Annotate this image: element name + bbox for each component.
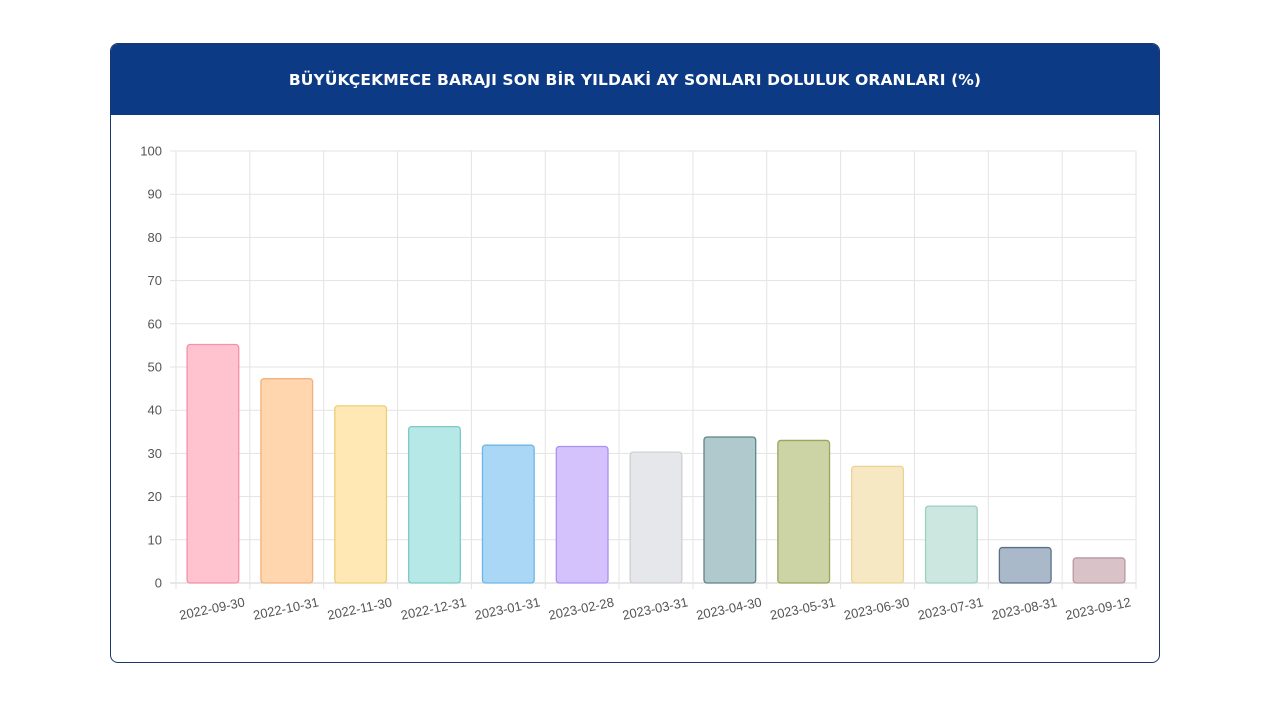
x-axis: 2022-09-30 2022-10-31 2022-11-30 2022-12-31… — [178, 594, 1132, 622]
bar-2022-12-31[interactable] — [407, 425, 461, 584]
bar-2023-01-31[interactable] — [481, 444, 535, 584]
y-tick-label: 80 — [148, 230, 162, 245]
bar-2023-08-31[interactable] — [998, 546, 1052, 584]
x-tick-label: 2022-11-30 — [326, 594, 393, 622]
x-tick-label: 2023-04-30 — [695, 594, 763, 622]
y-tick-label: 10 — [148, 532, 162, 547]
x-tick-label: 2023-07-31 — [916, 594, 984, 622]
bar-2023-03-31[interactable] — [629, 451, 683, 584]
y-tick-label: 100 — [140, 144, 162, 159]
x-tick-label: 2022-12-31 — [399, 594, 467, 622]
y-tick-label: 0 — [155, 576, 162, 591]
y-tick-label: 90 — [148, 187, 162, 202]
x-tick-label: 2023-09-12 — [1064, 594, 1132, 622]
x-tick-label: 2022-09-30 — [178, 594, 246, 622]
y-tick-label: 60 — [148, 316, 162, 331]
bar-2022-09-30[interactable] — [186, 343, 240, 584]
y-tick-label: 50 — [148, 360, 162, 375]
bar-2023-02-28[interactable] — [555, 445, 609, 584]
x-tick-label: 2023-08-31 — [990, 594, 1058, 622]
x-tick-label: 2023-06-30 — [843, 594, 911, 622]
y-tick-label: 40 — [148, 403, 162, 418]
bar-2023-07-31[interactable] — [924, 505, 978, 584]
bar-2023-05-31[interactable] — [777, 439, 831, 584]
bar-2023-04-30[interactable] — [703, 436, 757, 584]
bar-2022-11-30[interactable] — [334, 405, 388, 584]
x-tick-label: 2023-03-31 — [621, 594, 689, 622]
y-axis: 0 10 20 30 40 50 60 70 80 90 100 — [140, 144, 162, 591]
bar-2022-10-31[interactable] — [260, 378, 314, 584]
bars — [186, 343, 1126, 584]
x-tick-label: 2023-02-28 — [547, 594, 615, 622]
chart-header: BÜYÜKÇEKMECE BARAJI SON BİR YILDAKİ AY S… — [111, 44, 1159, 115]
bar-2023-09-12[interactable] — [1072, 557, 1126, 584]
chart-title: BÜYÜKÇEKMECE BARAJI SON BİR YILDAKİ AY S… — [288, 70, 982, 89]
x-tick-label: 2022-10-31 — [252, 594, 320, 622]
x-tick-label: 2023-05-31 — [769, 594, 837, 622]
bar-2023-06-30[interactable] — [851, 465, 905, 584]
y-tick-label: 30 — [148, 446, 162, 461]
x-tick-label: 2023-01-31 — [473, 594, 541, 622]
y-tick-label: 20 — [148, 489, 162, 504]
y-tick-label: 70 — [148, 273, 162, 288]
